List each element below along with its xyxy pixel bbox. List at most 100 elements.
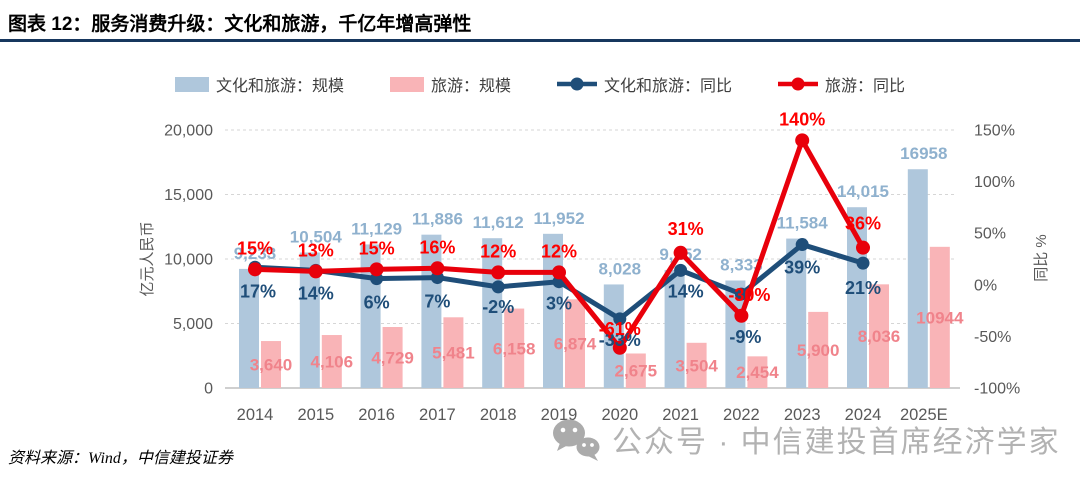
culture-tourism-bar — [299, 252, 320, 388]
tourism-bar — [504, 308, 525, 388]
y-axis-title-right: 同比 % — [1033, 234, 1050, 282]
y-axis-tick-right: 50% — [974, 226, 1006, 243]
tourism-point — [369, 262, 384, 277]
watermark: 公众号 · 中信建投首席经济学家 — [550, 416, 1061, 462]
culture-tourism-pct-label: 7% — [424, 292, 450, 312]
tourism-point — [856, 240, 870, 255]
y-axis-tick-left: 20,000 — [164, 123, 213, 140]
culture-tourism-pct-label: 39% — [784, 258, 820, 278]
culture-tourism-point — [613, 312, 627, 326]
tourism-bar — [382, 326, 403, 388]
culture-tourism-pct-label: -2% — [482, 297, 514, 317]
culture-tourism-pct-label: 3% — [546, 294, 572, 314]
tourism-bar-label: 4,729 — [371, 348, 414, 367]
x-axis-label: 2014 — [237, 406, 274, 424]
tourism-bar-label: 3,640 — [250, 356, 293, 375]
y-axis-tick-left: 15,000 — [164, 187, 213, 204]
culture-tourism-point — [795, 238, 809, 252]
legend-swatch — [389, 76, 424, 92]
tourism-pct-label: 12% — [541, 241, 577, 261]
x-axis-label: 2020 — [601, 406, 638, 424]
x-axis-label: 2017 — [419, 406, 456, 424]
tourism-point — [308, 264, 323, 279]
tourism-point — [795, 133, 810, 148]
tourism-pct-label: 140% — [779, 109, 825, 129]
tourism-bar-label: 10944 — [916, 308, 964, 327]
tourism-bar — [869, 284, 889, 388]
legend-item: 旅游：同比 — [778, 72, 905, 96]
x-axis-label: 2025E — [900, 406, 948, 424]
y-axis-title-left: 亿元人民币 — [139, 221, 156, 296]
figure-title: 图表 12：服务消费升级：文化和旅游，千亿年增高弹性 — [8, 14, 472, 35]
tourism-bar — [808, 311, 829, 388]
culture-tourism-pct-label: 6% — [364, 293, 390, 313]
legend-item: 旅游：规模 — [389, 72, 511, 96]
culture-tourism-point — [491, 280, 505, 294]
x-axis-label: 2016 — [358, 406, 395, 424]
tourism-bar — [929, 246, 950, 388]
tourism-point — [673, 245, 688, 260]
x-axis-label: 2021 — [662, 406, 699, 424]
tourism-bar-label: 2,454 — [736, 363, 779, 382]
tourism-point — [248, 262, 262, 277]
tourism-bar — [686, 342, 707, 388]
culture-tourism-bar — [239, 268, 259, 388]
tourism-point — [612, 340, 627, 355]
tourism-pct-label: 12% — [480, 241, 516, 261]
culture-tourism-pct-label: 21% — [845, 278, 881, 298]
culture-tourism-pct-label: 14% — [298, 283, 334, 303]
tourism-bar-label: 6,874 — [554, 335, 597, 354]
culture-tourism-pct-label: -33% — [599, 330, 641, 350]
culture-tourism-bar-label: 11,612 — [473, 213, 524, 232]
legend-label: 文化和旅游：规模 — [215, 78, 344, 95]
culture-tourism-bar-label: 16958 — [900, 144, 947, 163]
culture-tourism-bar-label: 11,886 — [412, 210, 463, 229]
culture-tourism-pct-label: -9% — [729, 327, 761, 347]
y-axis-tick-right: 100% — [974, 174, 1015, 191]
legend-swatch — [174, 76, 209, 92]
tourism-bar-label: 4,106 — [311, 353, 354, 372]
source-note: 资料来源：Wind，中信建投证券 — [8, 450, 233, 467]
culture-tourism-bar-label: 10,504 — [290, 227, 343, 246]
y-axis-tick-right: 0% — [974, 277, 997, 294]
tourism-bar-label: 8,036 — [858, 327, 901, 346]
tourism-pct-label: 13% — [298, 240, 334, 260]
legend-item: 文化和旅游：同比 — [557, 72, 732, 96]
culture-tourism-point — [734, 287, 748, 301]
chart-plot: 0 5,000 10,000 15,000 20,000 150% 100% 50% 0% -50… — [139, 109, 1050, 424]
tourism-bar — [443, 317, 464, 388]
tourism-pct-label: 15% — [359, 238, 395, 258]
watermark-text: 公众号 · 中信建投首席经济学家 — [612, 426, 1061, 459]
x-axis-label: 2018 — [480, 406, 517, 424]
culture-tourism-bar-label: 11,129 — [351, 219, 402, 238]
culture-tourism-pct-label: 17% — [240, 281, 276, 301]
tourism-pct-label: -61% — [599, 319, 641, 339]
y-axis-tick-left: 5,000 — [173, 316, 213, 333]
culture-tourism-bar-label: 11,584 — [777, 214, 829, 233]
culture-tourism-bar-label: 11,952 — [533, 209, 584, 228]
legend-label: 旅游：同比 — [825, 78, 906, 95]
legend-label: 文化和旅游：同比 — [604, 78, 733, 95]
legend-line-marker — [557, 77, 597, 91]
legend-item: 文化和旅游：规模 — [174, 72, 344, 96]
x-axis-label: 2022 — [723, 406, 760, 424]
x-axis-label: 2024 — [845, 406, 882, 424]
tourism-pct-label: 15% — [237, 238, 273, 258]
tourism-bar — [565, 299, 585, 388]
x-axis-label: 2019 — [541, 406, 578, 424]
tourism-bar-label: 2,675 — [615, 362, 658, 381]
tourism-bar — [625, 353, 646, 388]
culture-tourism-pct-label: 14% — [668, 281, 704, 301]
tourism-bar-label: 5,481 — [432, 344, 475, 363]
tourism-bar-label: 6,158 — [493, 339, 536, 358]
title-underline — [0, 39, 1080, 42]
y-axis-tick-right: 150% — [974, 123, 1015, 140]
y-axis-tick-left: 10,000 — [164, 252, 213, 269]
tourism-pct-label: -30% — [728, 285, 770, 305]
culture-tourism-bar-label: 9,233 — [234, 244, 277, 263]
culture-tourism-point — [674, 263, 688, 277]
tourism-pct-label: 31% — [668, 219, 704, 239]
x-axis-label: 2023 — [784, 406, 821, 424]
tourism-bar-label: 5,900 — [797, 341, 840, 360]
